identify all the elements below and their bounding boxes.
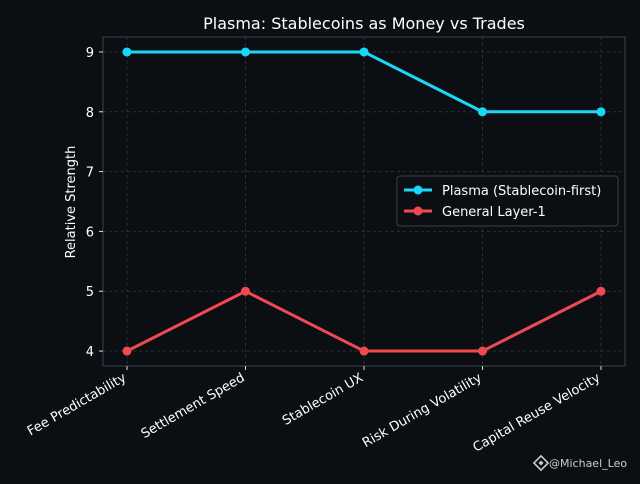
series <box>122 47 606 356</box>
data-point-1-0 <box>122 346 132 356</box>
legend-label-layer1: General Layer-1 <box>442 205 546 220</box>
data-point-0-4 <box>596 107 606 117</box>
data-point-1-1 <box>241 286 250 296</box>
data-point-1-2 <box>359 346 369 356</box>
chart-title: Plasma: Stablecoins as Money vs Trades <box>203 14 525 33</box>
x-tick-label: Fee Predictability <box>25 370 129 439</box>
y-tick-label: 6 <box>86 225 94 240</box>
y-tick-label: 8 <box>86 106 94 121</box>
x-tick-label: Capital Reuse Velocity <box>471 370 604 455</box>
data-point-0-1 <box>241 47 250 57</box>
data-point-1-3 <box>478 346 487 356</box>
y-tick-label: 4 <box>86 345 94 360</box>
y-tick-label: 7 <box>86 166 94 181</box>
y-tick-label: 5 <box>86 285 94 300</box>
y-axis-ticks: 4 5 6 7 8 9 <box>86 46 103 360</box>
x-tick-label: Stablecoin UX <box>280 370 366 428</box>
data-point-0-2 <box>359 47 369 57</box>
data-point-0-3 <box>478 107 487 117</box>
legend-marker-layer1 <box>413 206 423 216</box>
data-point-1-4 <box>596 286 606 296</box>
x-tick-label: Settlement Speed <box>139 370 248 441</box>
watermark-text: @Michael_Leo <box>549 457 627 470</box>
legend-box <box>396 175 619 227</box>
y-axis-label: Relative Strength <box>64 146 79 259</box>
data-point-0-0 <box>122 47 132 57</box>
legend: Plasma (Stablecoin-first) General Layer-… <box>396 175 619 227</box>
x-axis-ticks: Fee Predictability Settlement Speed Stable… <box>25 366 603 456</box>
y-tick-label: 9 <box>86 46 94 61</box>
binance-diamond-icon <box>532 454 550 472</box>
watermark: @Michael_Leo <box>532 454 627 472</box>
legend-label-plasma: Plasma (Stablecoin-first) <box>442 184 601 199</box>
legend-marker-plasma <box>413 185 423 195</box>
x-tick-label: Risk During Volatility <box>360 370 485 451</box>
